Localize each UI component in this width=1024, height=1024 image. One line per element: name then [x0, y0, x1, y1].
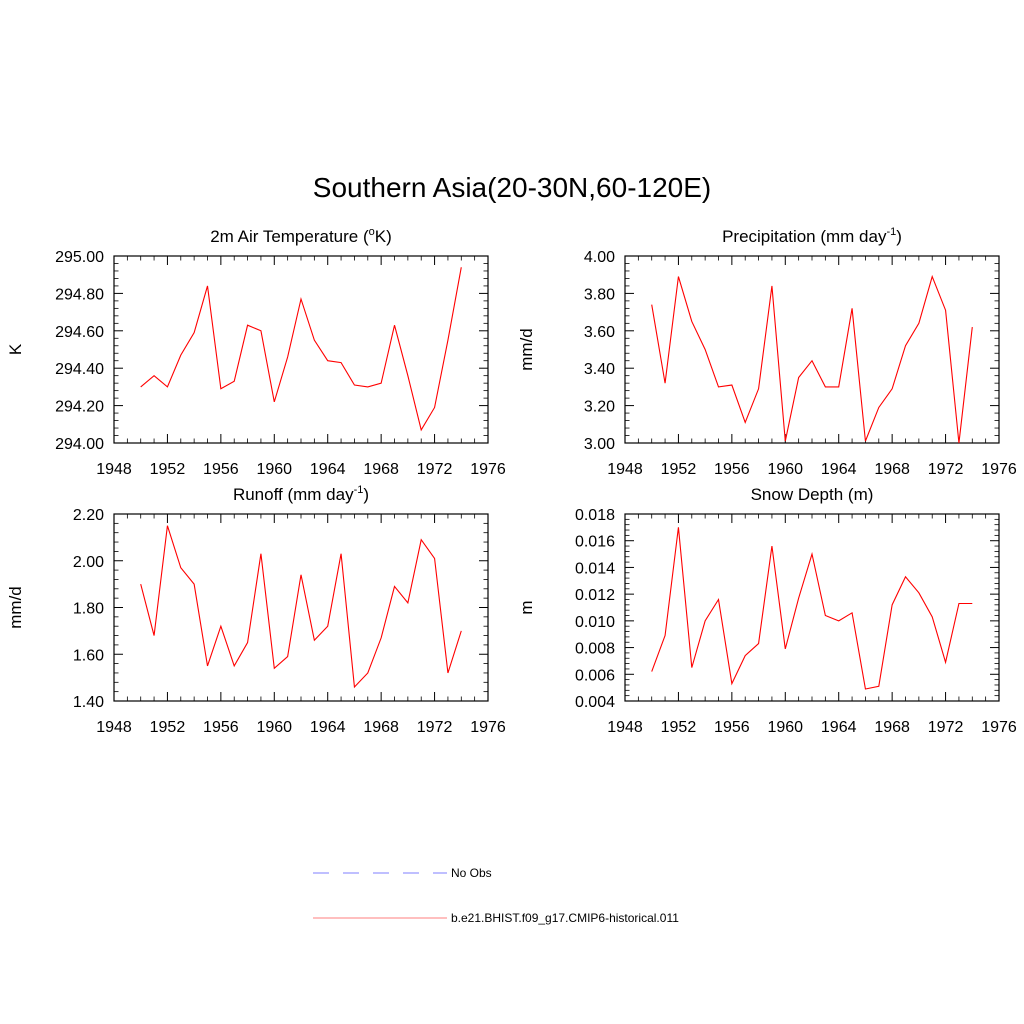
- x-tick-label: 1956: [203, 719, 239, 736]
- plot-frame: [113, 255, 489, 444]
- x-tick-label: 1956: [203, 461, 239, 478]
- panel-title-part: Snow Depth (m): [751, 485, 874, 504]
- y-tick-label: 2.00: [73, 554, 104, 571]
- y-tick-label: 1.80: [73, 601, 104, 618]
- x-tick-label: 1968: [363, 461, 399, 478]
- x-tick-label: 1964: [821, 461, 857, 478]
- chart-panel-3: 1948 1952 1956 1960 1964 1968 1972 1976 1.40 1.60…: [6, 484, 506, 736]
- panel-title: Precipitation (mm day-1): [722, 226, 902, 246]
- legend-label: No Obs: [451, 866, 492, 880]
- panel-title: Runoff (mm day-1): [233, 484, 369, 504]
- x-tick-label: 1952: [150, 461, 186, 478]
- x-tick-label: 1976: [981, 461, 1017, 478]
- y-tick-label: 0.016: [575, 534, 615, 551]
- x-tick-label: 1976: [981, 719, 1017, 736]
- y-tick-label: 4.00: [584, 249, 615, 266]
- y-tick-label: 0.014: [575, 560, 615, 577]
- panel-title-part: ): [363, 485, 369, 504]
- x-tick-label: 1964: [310, 461, 346, 478]
- y-tick-label: 3.20: [584, 399, 615, 416]
- x-tick-label: 1948: [607, 461, 643, 478]
- x-tick-label: 1960: [767, 461, 803, 478]
- x-tick-label: 1948: [96, 719, 132, 736]
- y-tick-label: 0.018: [575, 507, 615, 524]
- panel-title-part: o: [369, 226, 375, 238]
- x-tick-label: 1968: [874, 719, 910, 736]
- x-tick-label: 1952: [150, 719, 186, 736]
- series-line: [140, 267, 462, 432]
- y-tick-label: 0.012: [575, 587, 615, 604]
- y-axis-label: mm/d: [6, 586, 25, 629]
- x-tick-label: 1956: [714, 719, 750, 736]
- y-tick-label: 3.60: [584, 324, 615, 341]
- y-tick-label: 294.80: [55, 286, 104, 303]
- x-tick-label: 1960: [256, 461, 292, 478]
- panel-title-part: -1: [354, 484, 364, 496]
- x-tick-label: 1952: [661, 461, 697, 478]
- y-tick-label: 3.40: [584, 361, 615, 378]
- x-tick-label: 1952: [661, 719, 697, 736]
- figure-title: Southern Asia(20-30N,60-120E): [312, 172, 712, 203]
- series-line: [651, 527, 973, 690]
- x-tick-label: 1972: [928, 461, 964, 478]
- y-tick-label: 294.00: [55, 436, 104, 453]
- x-tick-label: 1972: [417, 461, 453, 478]
- y-axis-label: mm/d: [517, 328, 536, 371]
- x-tick-label: 1964: [310, 719, 346, 736]
- series-line: [140, 525, 462, 689]
- series-line: [651, 274, 973, 444]
- x-tick-label: 1960: [767, 719, 803, 736]
- y-tick-label: 3.00: [584, 436, 615, 453]
- x-tick-label: 1964: [821, 719, 857, 736]
- y-axis-label: K: [6, 343, 25, 355]
- panel-title: 2m Air Temperature (oK): [210, 226, 392, 246]
- x-tick-label: 1972: [417, 719, 453, 736]
- y-tick-label: 1.40: [73, 694, 104, 711]
- x-tick-label: 1960: [256, 719, 292, 736]
- x-tick-label: 1948: [607, 719, 643, 736]
- plot-frame: [113, 513, 489, 702]
- y-tick-label: 294.60: [55, 324, 104, 341]
- panel-title-part: ): [896, 227, 902, 246]
- panel-title-part: 2m Air Temperature (: [210, 227, 369, 246]
- x-tick-label: 1956: [714, 461, 750, 478]
- y-tick-label: 1.60: [73, 647, 104, 664]
- chart-panel-4: 1948 1952 1956 1960 1964 1968 1972 1976 0.004 0.0…: [517, 485, 1017, 736]
- y-tick-label: 3.80: [584, 286, 615, 303]
- x-tick-label: 1968: [363, 719, 399, 736]
- y-tick-label: 0.010: [575, 614, 615, 631]
- legend-label: b.e21.BHIST.f09_g17.CMIP6-historical.011: [451, 911, 679, 925]
- x-tick-label: 1968: [874, 461, 910, 478]
- y-tick-label: 2.20: [73, 507, 104, 524]
- y-tick-label: 0.008: [575, 641, 615, 658]
- panel-title: Snow Depth (m): [751, 485, 874, 504]
- legend: No Obs b.e21.BHIST.f09_g17.CMIP6-historic…: [313, 866, 679, 925]
- y-axis-label: m: [517, 600, 536, 614]
- x-tick-label: 1976: [470, 719, 506, 736]
- x-tick-label: 1972: [928, 719, 964, 736]
- panel-title-part: Precipitation (mm day: [722, 227, 887, 246]
- y-tick-label: 295.00: [55, 249, 104, 266]
- panel-title-part: Runoff (mm day: [233, 485, 354, 504]
- panel-title-part: -1: [886, 226, 896, 238]
- x-tick-label: 1948: [96, 461, 132, 478]
- chart-panel-2: 1948 1952 1956 1960 1964 1968 1972 1976 3.00 3.20…: [517, 226, 1017, 478]
- y-tick-label: 294.40: [55, 361, 104, 378]
- y-tick-label: 0.006: [575, 667, 615, 684]
- chart-panel-1: 1948 1952 1956 1960 1964 1968 1972 1976 294.00 29…: [6, 226, 506, 478]
- panel-title-part: K): [375, 227, 392, 246]
- y-tick-label: 294.20: [55, 399, 104, 416]
- plot-frame: [624, 513, 1000, 702]
- y-tick-label: 0.004: [575, 694, 615, 711]
- x-tick-label: 1976: [470, 461, 506, 478]
